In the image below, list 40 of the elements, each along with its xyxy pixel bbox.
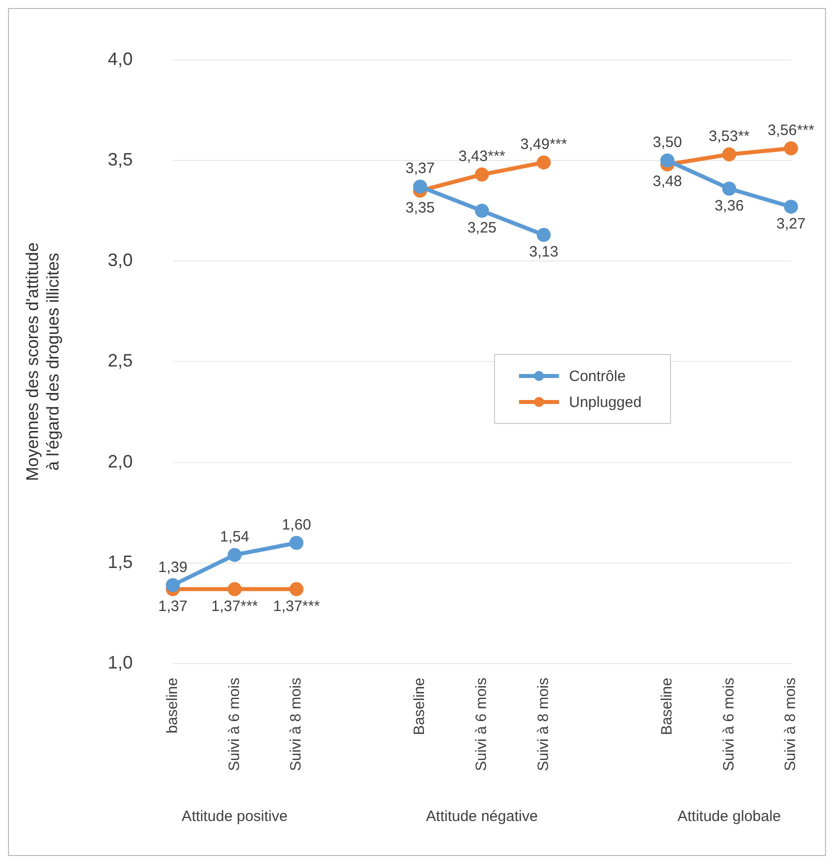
data-label: 1,37	[158, 598, 188, 615]
data-label: 1,39	[158, 558, 188, 576]
x-tick-label: Baseline	[411, 678, 428, 736]
data-label: 3,49***	[520, 136, 568, 154]
data-label: 3,35	[405, 199, 435, 216]
data-label: 3,37	[405, 160, 435, 178]
data-label: 3,48	[652, 173, 682, 190]
y-tick-label: 4,0	[108, 48, 133, 69]
y-tick-label: 1,0	[108, 652, 133, 673]
x-tick-label: Suivi à 6 mois	[473, 678, 490, 772]
data-label: 1,60	[282, 516, 312, 534]
x-tick-label: Suivi à 8 mois	[288, 678, 305, 772]
x-tick-label: baseline	[164, 678, 181, 734]
legend-label: Contrôle	[569, 368, 626, 384]
data-label: 3,27	[776, 215, 806, 232]
text: Attitude globale	[677, 808, 781, 826]
data-label: 1,54	[220, 528, 250, 546]
x-tick-label: Suivi à 6 mois	[720, 678, 738, 772]
legend-label: Unplugged	[569, 394, 642, 410]
y-tick-label: 1,5	[108, 552, 133, 572]
data-label: 3,53**	[708, 128, 750, 146]
x-tick-label: Suivi à 6 mois	[226, 678, 243, 772]
y-axis-title: Moyennes des scores d'attitude à l'égard des drogues illicites	[22, 242, 62, 481]
data-label: 3,56***	[768, 122, 815, 139]
y-tick-label: 2,5	[108, 350, 133, 371]
data-label: 1,37***	[273, 598, 320, 615]
text: Attitude négative	[426, 808, 538, 826]
y-tick-label: 3,0	[108, 250, 133, 270]
data-label: 3,13	[529, 244, 558, 261]
data-label: 3,36	[714, 197, 744, 214]
x-tick-label: Suivi à 8 mois	[782, 678, 800, 772]
text: Attitude positive	[182, 808, 288, 826]
data-label: 3,50	[652, 134, 682, 152]
data-label: 3,43***	[458, 148, 506, 166]
x-tick-label: Baseline	[658, 678, 676, 736]
y-tick-label: 3,5	[108, 149, 133, 170]
data-label: 1,37***	[211, 598, 258, 615]
x-tick-label: Suivi à 8 mois	[534, 678, 552, 772]
y-tick-label: 2,0	[108, 451, 133, 472]
data-label: 3,25	[467, 219, 497, 236]
